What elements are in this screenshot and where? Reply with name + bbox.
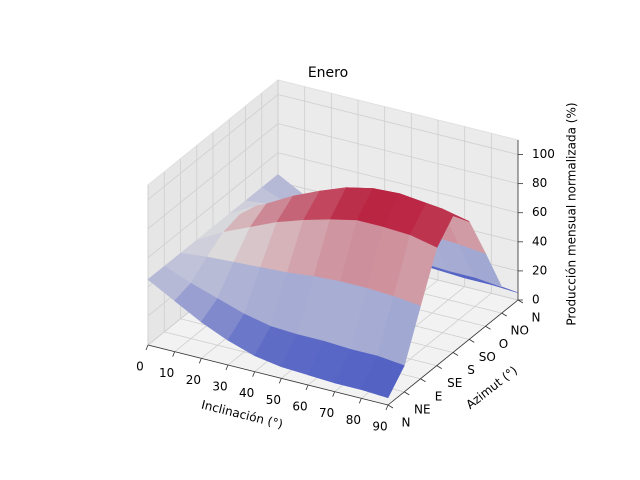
z-tick-label: 100 xyxy=(532,147,555,161)
grid-line xyxy=(277,123,519,185)
y-tick-label: E xyxy=(435,389,443,403)
x-axis-line xyxy=(147,344,389,406)
x-tick-label: 90 xyxy=(372,420,387,434)
x-tick xyxy=(252,371,256,377)
grid-line xyxy=(147,152,279,259)
x-tick-label: 10 xyxy=(159,366,174,380)
x-tick xyxy=(172,351,176,357)
z-tick-label: 0 xyxy=(532,293,540,307)
grid-line xyxy=(147,123,279,229)
y-axis-line xyxy=(387,299,519,406)
x-tick xyxy=(358,398,362,404)
y-tick-label: S xyxy=(467,363,475,377)
x-tick xyxy=(305,384,309,391)
y-tick-label: N xyxy=(402,416,411,430)
x-tick-label: 60 xyxy=(292,400,307,414)
y-tick xyxy=(517,299,524,304)
surface-patch xyxy=(360,355,405,399)
x-tick-label: 40 xyxy=(239,386,254,400)
y-tick xyxy=(420,378,426,383)
y-tick xyxy=(452,352,459,356)
y-tick-label: SE xyxy=(447,376,462,390)
x-tick-label: 70 xyxy=(319,406,334,420)
y-tick xyxy=(485,325,491,330)
x-tick-label: 20 xyxy=(186,373,201,387)
y-tick xyxy=(501,312,507,317)
y-tick xyxy=(436,365,442,369)
x-tick xyxy=(145,344,149,351)
y-tick-label: NO xyxy=(511,324,529,338)
y-tick-label: N xyxy=(532,311,541,325)
y-tick-label: NE xyxy=(414,402,431,416)
y-tick-label: O xyxy=(499,337,508,351)
grid-line xyxy=(147,94,279,200)
x-tick xyxy=(198,358,202,364)
x-tick xyxy=(332,391,336,397)
x-tick-label: 80 xyxy=(346,413,361,427)
grid-line xyxy=(277,152,519,214)
y-tick xyxy=(469,339,475,343)
x-tick xyxy=(225,364,229,371)
x-tick-label: 0 xyxy=(136,360,144,374)
z-axis-label: Producción mensual normalizada (%) xyxy=(565,102,579,325)
z-tick-label: 80 xyxy=(532,176,547,190)
y-tick xyxy=(387,404,394,409)
z-tick-label: 40 xyxy=(532,234,547,248)
x-tick-label: 50 xyxy=(266,393,281,407)
y-tick xyxy=(404,391,410,396)
x-tick-label: 30 xyxy=(212,380,227,394)
z-tick-label: 60 xyxy=(532,205,547,219)
x-tick xyxy=(385,404,389,411)
z-tick-label: 20 xyxy=(532,263,547,277)
grid-line xyxy=(277,94,519,155)
x-tick xyxy=(278,378,282,384)
chart-title: Enero xyxy=(308,65,348,81)
y-tick-label: SO xyxy=(479,350,496,364)
